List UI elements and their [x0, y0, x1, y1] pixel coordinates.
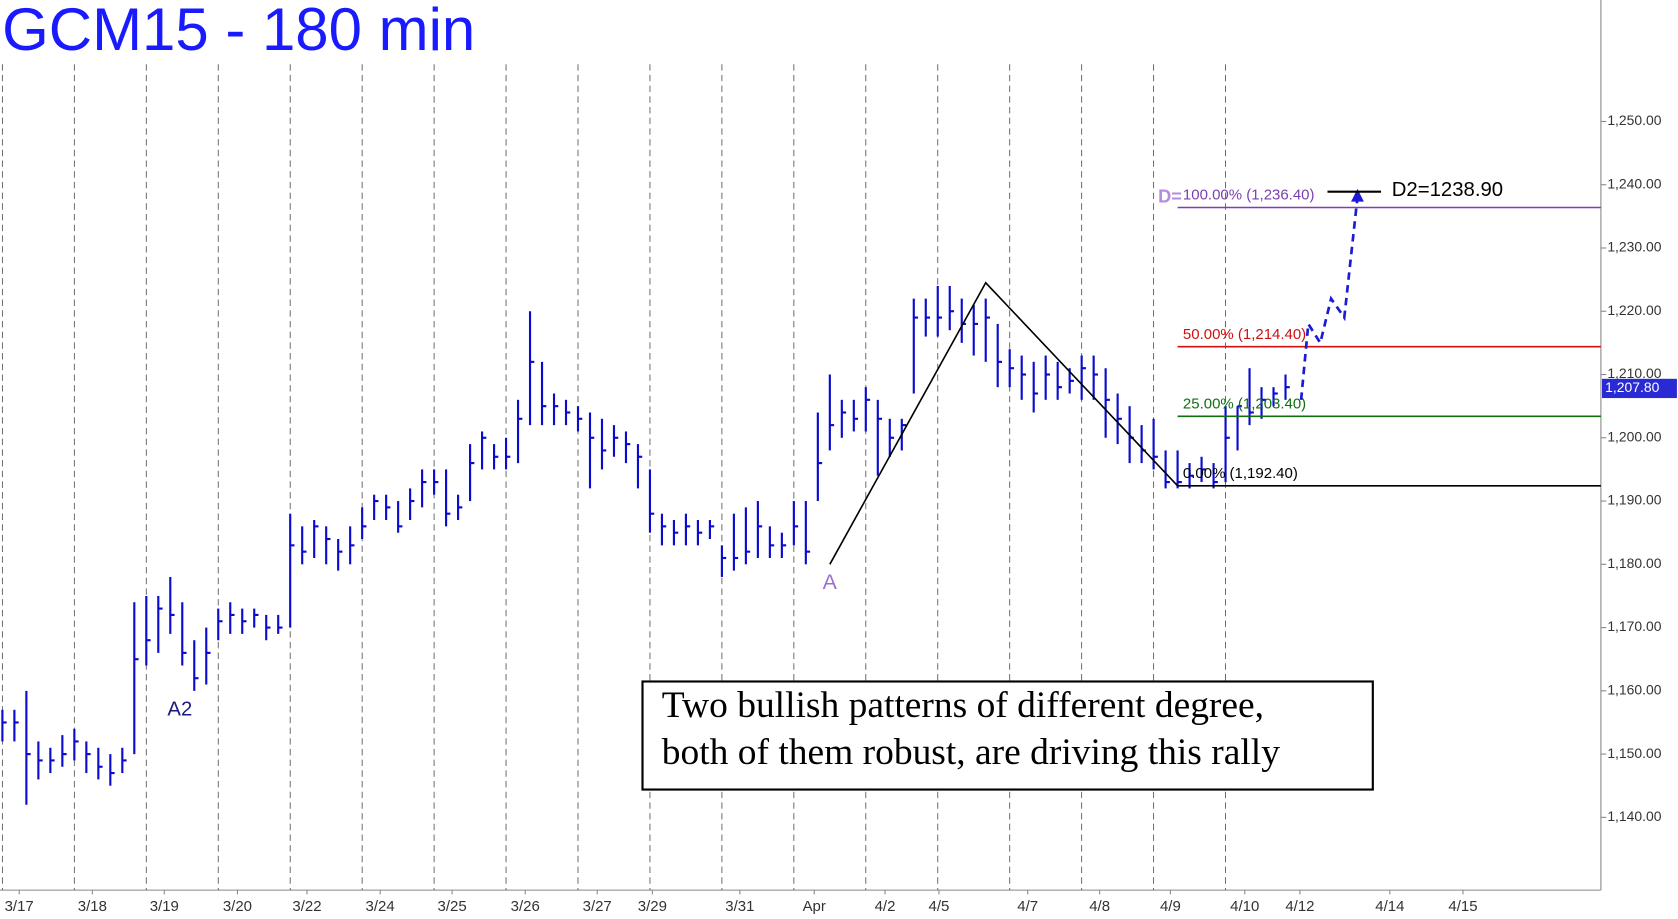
x-tick-label: 4/5	[929, 898, 950, 915]
pattern-line	[829, 281, 1179, 565]
x-tick-label: 3/18	[78, 898, 107, 915]
projection-arrow	[1351, 188, 1364, 202]
x-tick-label: 4/7	[1017, 898, 1038, 915]
x-tick-label: 4/15	[1448, 898, 1477, 915]
last-price-box	[1601, 378, 1677, 399]
y-tick-label: 1,230.00	[1607, 239, 1661, 255]
x-tick-label: 4/2	[875, 898, 896, 915]
x-tick-label: 4/9	[1160, 898, 1181, 915]
x-tick-label: 4/12	[1285, 898, 1314, 915]
x-tick-label: 3/19	[150, 898, 179, 915]
y-tick-label: 1,160.00	[1607, 682, 1661, 698]
y-tick-label: 1,180.00	[1607, 555, 1661, 571]
note-line: both of them robust, are driving this ra…	[662, 732, 1280, 773]
y-tick-label: 1,250.00	[1607, 112, 1661, 128]
x-tick-label: 4/10	[1230, 898, 1259, 915]
annotation: A2	[167, 698, 192, 720]
y-tick-label: 1,220.00	[1607, 302, 1661, 318]
x-tick-label: 3/26	[511, 898, 540, 915]
fib-label: 25.00% (1,203.40)	[1183, 395, 1306, 412]
y-tick-label: 1,210.00	[1607, 365, 1661, 381]
fib-label: 50.00% (1,214.40)	[1183, 326, 1306, 343]
fib-prefix: D=	[1158, 187, 1182, 207]
y-tick-label: 1,200.00	[1607, 428, 1661, 444]
pattern-label: A	[823, 570, 838, 594]
note-box	[641, 680, 1374, 791]
x-tick-label: 3/31	[725, 898, 754, 915]
last-price-label: 1,207.80	[1605, 379, 1659, 395]
y-tick-label: 1,140.00	[1607, 808, 1661, 824]
x-tick-label: 3/25	[438, 898, 467, 915]
y-tick-label: 1,190.00	[1607, 492, 1661, 508]
x-tick-label: 4/8	[1089, 898, 1110, 915]
x-tick-label: 4/14	[1375, 898, 1404, 915]
x-tick-label: 3/24	[366, 898, 395, 915]
note-line: Two bullish patterns of different degree…	[662, 685, 1264, 726]
x-tick-label: 3/20	[223, 898, 252, 915]
x-tick-label: 3/29	[638, 898, 667, 915]
y-tick-label: 1,240.00	[1607, 175, 1661, 191]
fib-label: 100.00% (1,236.40)	[1183, 187, 1315, 204]
chart-title: GCM15 - 180 min	[2, 0, 475, 63]
x-tick-label: 3/27	[583, 898, 612, 915]
y-tick-label: 1,150.00	[1607, 745, 1661, 761]
x-tick-label: 3/22	[292, 898, 321, 915]
target-label: D2=1238.90	[1392, 179, 1503, 201]
x-tick-label: Apr	[803, 898, 826, 915]
x-tick-label: 3/17	[5, 898, 34, 915]
fib-label: 0.00% (1,192.40)	[1183, 465, 1298, 482]
projection	[1299, 197, 1359, 400]
y-tick-label: 1,170.00	[1607, 618, 1661, 634]
